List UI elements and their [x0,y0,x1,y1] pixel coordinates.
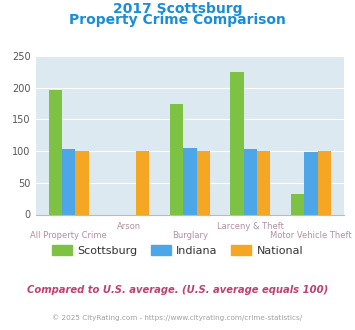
Bar [62,149,76,214]
Bar [183,148,197,214]
Legend: Scottsburg, Indiana, National: Scottsburg, Indiana, National [47,241,308,260]
Text: 2017 Scottsburg: 2017 Scottsburg [113,2,242,16]
Bar [136,151,149,214]
Text: Arson: Arson [117,222,141,231]
Text: Compared to U.S. average. (U.S. average equals 100): Compared to U.S. average. (U.S. average … [27,285,328,295]
Text: © 2025 CityRating.com - https://www.cityrating.com/crime-statistics/: © 2025 CityRating.com - https://www.city… [53,314,302,321]
Bar [257,151,271,214]
Bar [304,152,318,214]
Bar [170,104,183,214]
Bar [291,194,304,214]
Bar [318,151,331,214]
Bar [230,72,244,215]
Text: Burglary: Burglary [172,231,208,240]
Text: Property Crime Comparison: Property Crime Comparison [69,13,286,27]
Bar [49,90,62,214]
Bar [76,151,89,214]
Text: All Property Crime: All Property Crime [31,231,107,240]
Bar [197,151,210,214]
Text: Larceny & Theft: Larceny & Theft [217,222,284,231]
Text: Motor Vehicle Theft: Motor Vehicle Theft [270,231,352,240]
Bar [244,149,257,214]
